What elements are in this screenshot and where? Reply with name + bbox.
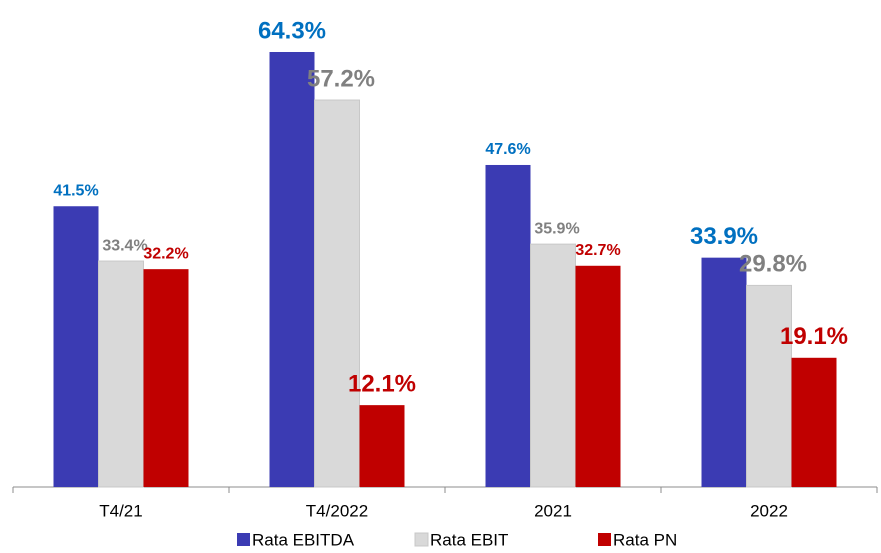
legend-label: Rata PN <box>613 530 677 549</box>
data-label: 57.2% <box>307 65 375 92</box>
data-label: 29.8% <box>739 251 807 278</box>
data-label: 35.9% <box>534 220 579 237</box>
legend-swatch <box>414 532 429 547</box>
bar <box>314 99 360 488</box>
data-label: 19.1% <box>780 323 848 350</box>
bar <box>359 405 405 487</box>
x-tick-label: 2022 <box>750 501 788 520</box>
bar <box>701 257 747 487</box>
x-tick-label: T4/21 <box>99 501 142 520</box>
bar <box>269 52 315 487</box>
x-tick-label: 2021 <box>534 501 572 520</box>
bar <box>530 243 576 488</box>
bar <box>791 357 837 487</box>
data-label: 64.3% <box>258 17 326 44</box>
bar <box>143 269 189 487</box>
bar <box>575 265 621 487</box>
data-label: 33.9% <box>690 223 758 250</box>
bar <box>98 260 144 488</box>
bar <box>53 206 99 487</box>
data-label: 12.1% <box>348 370 416 397</box>
data-label: 33.4% <box>102 237 147 254</box>
bar <box>485 164 531 488</box>
legend-swatch <box>237 533 250 546</box>
data-label: 41.5% <box>53 182 98 199</box>
data-label: 47.6% <box>485 141 530 158</box>
data-label: 32.2% <box>143 245 188 262</box>
legend-swatch <box>598 533 611 546</box>
legend-label: Rata EBIT <box>430 530 508 549</box>
bar <box>746 284 792 488</box>
legend-label: Rata EBITDA <box>252 530 355 549</box>
data-label: 32.7% <box>575 242 620 259</box>
x-tick-label: T4/2022 <box>306 501 368 520</box>
